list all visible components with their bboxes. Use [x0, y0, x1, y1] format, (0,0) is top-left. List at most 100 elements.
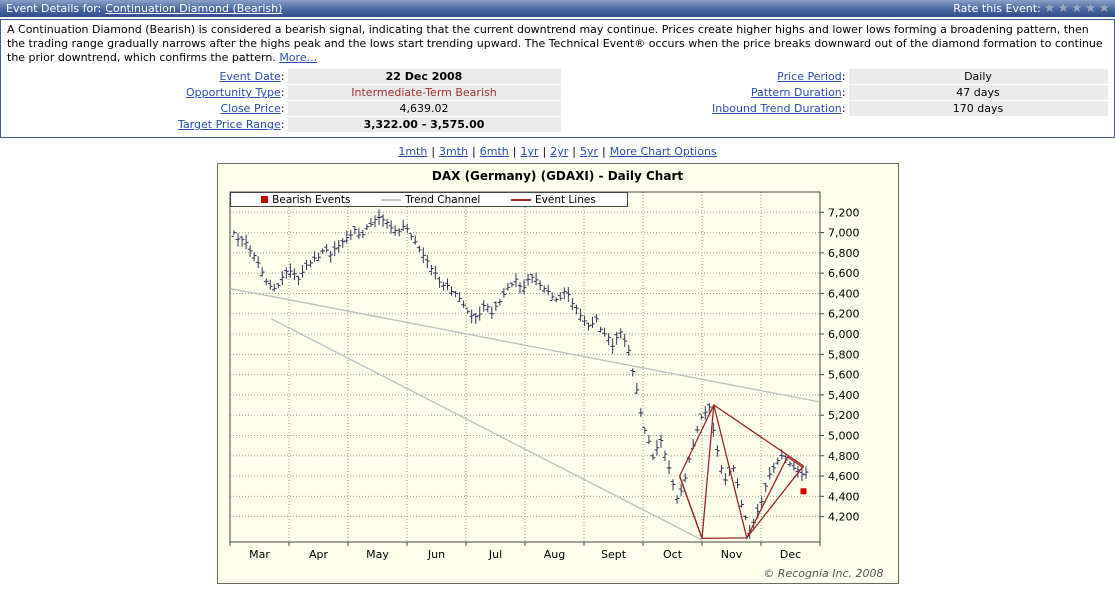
rate-event-label: Rate this Event: [953, 2, 1041, 15]
table-row: Close Price: 4,639.02 [8, 101, 561, 116]
separator: | [431, 145, 436, 158]
link-2yr[interactable]: 2yr [550, 145, 569, 158]
svg-text:6,000: 6,000 [828, 328, 860, 341]
svg-text:Jun: Jun [426, 548, 444, 561]
svg-text:4,400: 4,400 [828, 490, 860, 503]
svg-text:May: May [366, 548, 389, 561]
table-row: Pattern Duration: 47 days [561, 85, 1108, 100]
svg-text:6,800: 6,800 [828, 247, 860, 260]
separator: | [542, 145, 547, 158]
colon: : [280, 86, 285, 99]
svg-text:Nov: Nov [720, 548, 742, 561]
colon: : [280, 102, 285, 115]
table-row: Event Date: 22 Dec 2008 [8, 69, 561, 84]
chart-copyright: © Recognia Inc. 2008 [763, 567, 884, 580]
event-details-header-bar: Event Details for: Continuation Diamond (… [0, 0, 1115, 18]
star-icon[interactable]: ★ [1057, 1, 1069, 16]
colon: : [841, 70, 846, 83]
event-info-box: A Continuation Diamond (Bearish) is cons… [0, 19, 1115, 138]
svg-text:6,200: 6,200 [828, 308, 860, 321]
event-lines-line-icon [511, 198, 532, 201]
link-1yr[interactable]: 1yr [520, 145, 539, 158]
svg-text:Oct: Oct [662, 548, 682, 561]
colon: : [841, 86, 846, 99]
event-description: A Continuation Diamond (Bearish) is cons… [7, 23, 1108, 65]
price-chart-panel: DAX (Germany) (GDAXI) - Daily Chart 4,20… [216, 163, 899, 584]
svg-text:Jul: Jul [487, 548, 501, 561]
svg-text:4,200: 4,200 [828, 511, 860, 524]
opportunity-type-value: Intermediate-Term Bearish [287, 85, 561, 100]
event-date-link[interactable]: Event Date [219, 70, 281, 83]
table-row: Opportunity Type: Intermediate-Term Bear… [8, 85, 561, 100]
table-row: Inbound Trend Duration: 170 days [561, 101, 1108, 116]
link-more-chart-options[interactable]: More Chart Options [609, 145, 717, 158]
event-date-value: 22 Dec 2008 [287, 69, 561, 84]
target-price-range-value: 3,322.00 - 3,575.00 [287, 117, 561, 132]
chart-legend: Bearish Events Trend Channel Event Lines [229, 192, 628, 207]
event-details-table: Event Date: 22 Dec 2008 Opportunity Type… [8, 69, 1108, 133]
svg-text:5,200: 5,200 [828, 409, 860, 422]
table-row [561, 117, 1108, 132]
close-price-value: 4,639.02 [287, 101, 561, 116]
legend-label: Bearish Events [272, 193, 351, 206]
svg-text:Aug: Aug [543, 548, 564, 561]
svg-text:6,400: 6,400 [828, 287, 860, 300]
opportunity-type-link[interactable]: Opportunity Type [186, 86, 281, 99]
close-price-link[interactable]: Close Price [220, 102, 281, 115]
svg-text:5,000: 5,000 [828, 429, 860, 442]
link-3mth[interactable]: 3mth [439, 145, 469, 158]
price-period-value: Daily [848, 69, 1108, 84]
chart-timeframe-links: 1mth | 3mth | 6mth | 1yr | 2yr | 5yr | More Chart Op… [0, 145, 1115, 158]
event-type-link[interactable]: Continuation Diamond (Bearish) [105, 2, 283, 15]
legend-label: Trend Channel [405, 193, 481, 206]
star-icon[interactable]: ★ [1071, 1, 1083, 16]
price-chart-svg: 4,200 4,400 4,600 4,800 5,000 5,200 5,400 5,600… [229, 191, 860, 561]
inbound-trend-duration-link[interactable]: Inbound Trend Duration [712, 102, 842, 115]
separator: | [602, 145, 606, 158]
event-details-label: Event Details for: [6, 2, 102, 15]
rating-widget: Rate this Event: ★ ★ ★ ★ ★ [953, 1, 1110, 16]
link-5yr[interactable]: 5yr [579, 145, 599, 158]
svg-text:4,600: 4,600 [828, 470, 860, 483]
colon: : [841, 102, 846, 115]
link-1mth[interactable]: 1mth [398, 145, 428, 158]
svg-text:Dec: Dec [779, 548, 800, 561]
trend-channel-line-icon [381, 198, 402, 201]
separator: | [512, 145, 517, 158]
legend-label: Event Lines [535, 193, 596, 206]
more-link[interactable]: More... [279, 51, 318, 64]
bearish-event-marker-icon [261, 196, 269, 203]
svg-text:7,200: 7,200 [828, 206, 860, 219]
star-icon[interactable]: ★ [1098, 1, 1110, 16]
colon: : [280, 118, 285, 131]
legend-item-trend-channel: Trend Channel [381, 194, 480, 206]
legend-item-event-lines: Event Lines [511, 194, 596, 206]
svg-text:5,400: 5,400 [828, 389, 860, 402]
header-title: Event Details for: Continuation Diamond (… [6, 2, 282, 15]
svg-text:6,600: 6,600 [828, 267, 860, 280]
chart-area: 4,200 4,400 4,600 4,800 5,000 5,200 5,400 5,600… [222, 186, 894, 566]
svg-text:4,800: 4,800 [828, 450, 860, 463]
separator: | [472, 145, 476, 158]
inbound-trend-duration-value: 170 days [848, 101, 1108, 116]
chart-title: DAX (Germany) (GDAXI) - Daily Chart [431, 169, 684, 183]
target-price-range-link[interactable]: Target Price Range [178, 118, 281, 131]
svg-text:Apr: Apr [308, 548, 328, 561]
svg-text:5,800: 5,800 [828, 348, 860, 361]
svg-text:5,600: 5,600 [828, 369, 860, 382]
svg-text:Mar: Mar [249, 548, 270, 561]
star-icon[interactable]: ★ [1043, 1, 1056, 16]
svg-text:Sept: Sept [600, 548, 626, 561]
colon: : [280, 70, 285, 83]
table-row: Price Period: Daily [561, 69, 1108, 84]
price-period-link[interactable]: Price Period [777, 70, 842, 83]
legend-item-bearish-events: Bearish Events [261, 193, 351, 206]
pattern-duration-value: 47 days [848, 85, 1108, 100]
pattern-duration-link[interactable]: Pattern Duration [750, 86, 842, 99]
table-row: Target Price Range: 3,322.00 - 3,575.00 [8, 117, 561, 132]
separator: | [572, 145, 576, 158]
svg-text:7,000: 7,000 [828, 227, 860, 240]
star-icon[interactable]: ★ [1084, 1, 1097, 16]
description-text: A Continuation Diamond (Bearish) is cons… [7, 23, 1103, 64]
link-6mth[interactable]: 6mth [479, 145, 509, 158]
